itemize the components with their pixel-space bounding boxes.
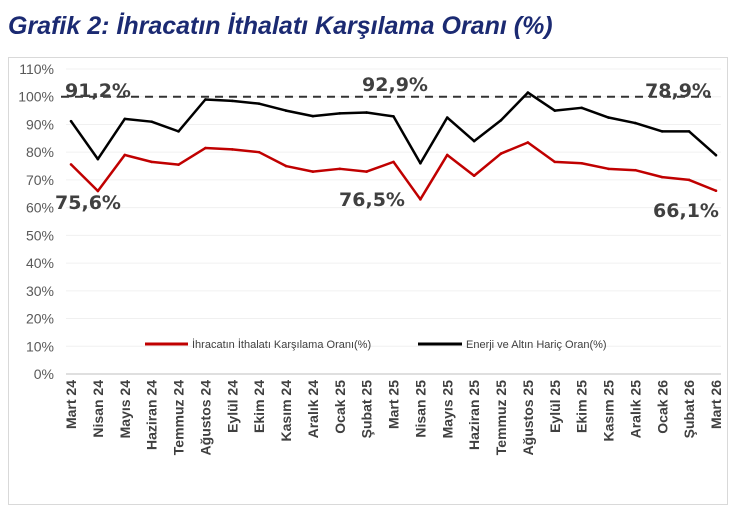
data-point — [660, 130, 664, 133]
x-tick-label: Ağustos 25 — [520, 380, 536, 456]
data-point — [687, 130, 691, 133]
y-tick-label: 30% — [26, 283, 54, 299]
x-tick-label: Mart 24 — [63, 380, 79, 429]
data-point — [365, 111, 368, 114]
data-point — [526, 91, 530, 94]
x-tick-label: Haziran 25 — [466, 380, 482, 450]
data-point — [284, 164, 288, 168]
data-point — [499, 118, 503, 122]
y-tick-label: 60% — [26, 200, 54, 216]
data-label: 75,6% — [55, 192, 121, 214]
data-point — [311, 170, 315, 173]
data-point — [230, 99, 234, 103]
x-tick-label: Mart 26 — [708, 380, 724, 429]
data-label: 91,2% — [65, 80, 131, 102]
data-point — [607, 116, 610, 119]
data-point — [553, 109, 557, 112]
x-tick-label: Aralık 24 — [305, 380, 321, 439]
data-point — [445, 116, 449, 119]
data-point — [257, 150, 261, 154]
data-point — [338, 112, 342, 115]
chart-title: Grafik 2: İhracatın İthalatı Karşılama O… — [8, 12, 553, 40]
data-point — [445, 153, 449, 157]
data-point — [580, 161, 583, 165]
x-tick-label: Temmuz 24 — [171, 380, 187, 455]
data-point — [150, 160, 153, 164]
data-point — [69, 119, 73, 123]
data-point — [69, 163, 73, 166]
y-tick-label: 40% — [26, 255, 54, 271]
data-point — [660, 175, 664, 179]
data-point — [499, 152, 503, 155]
data-point — [204, 98, 207, 101]
legend-label: Enerji ve Altın Hariç Oran(%) — [466, 339, 607, 351]
data-point — [338, 167, 342, 171]
data-point — [96, 157, 100, 161]
data-point — [123, 117, 127, 121]
data-point — [230, 148, 234, 151]
data-point — [311, 114, 315, 118]
data-point — [204, 146, 207, 150]
data-point — [392, 160, 395, 164]
chart-frame — [8, 57, 728, 505]
data-point — [714, 189, 718, 193]
data-label: 92,9% — [362, 74, 428, 96]
data-point — [392, 115, 395, 118]
data-point — [714, 153, 718, 157]
y-tick-label: 80% — [26, 144, 54, 160]
data-point — [284, 109, 288, 112]
data-point — [607, 167, 610, 171]
data-point — [150, 120, 153, 123]
x-tick-label: Ekim 24 — [251, 380, 267, 433]
data-point — [472, 174, 476, 178]
x-tick-label: Ekim 25 — [574, 380, 590, 433]
data-label: 78,9% — [645, 80, 711, 102]
data-label: 66,1% — [653, 200, 719, 222]
data-point — [419, 161, 422, 165]
x-tick-label: Haziran 24 — [144, 380, 160, 450]
y-tick-label: 0% — [34, 366, 54, 382]
legend-label: İhracatın İthalatı Karşılama Oranı(%) — [192, 338, 371, 351]
x-tick-label: Aralık 25 — [627, 380, 643, 439]
x-tick-label: Nisan 25 — [412, 380, 428, 438]
x-tick-label: Kasım 24 — [278, 380, 294, 442]
y-tick-label: 10% — [26, 338, 54, 354]
data-point — [580, 106, 583, 110]
data-point — [472, 139, 476, 143]
data-point — [419, 198, 422, 201]
data-point — [96, 189, 100, 193]
x-tick-label: Şubat 25 — [359, 380, 375, 439]
x-tick-label: Eylül 24 — [224, 380, 240, 433]
data-point — [365, 170, 368, 173]
x-tick-label: Mayıs 25 — [439, 380, 455, 439]
y-tick-label: 50% — [26, 227, 54, 243]
y-tick-label: 90% — [26, 116, 54, 132]
data-point — [257, 102, 261, 105]
data-label: 76,5% — [339, 189, 405, 211]
x-tick-label: Şubat 26 — [681, 380, 697, 439]
x-tick-label: Ağustos 24 — [197, 380, 213, 456]
y-tick-label: 110% — [19, 61, 54, 77]
x-tick-label: Temmuz 25 — [493, 380, 509, 455]
x-tick-label: Eylül 25 — [547, 380, 563, 433]
x-tick-label: Ocak 25 — [332, 380, 348, 434]
x-tick-label: Kasım 25 — [601, 380, 617, 442]
data-point — [687, 178, 691, 182]
data-point — [634, 168, 637, 172]
data-point — [177, 163, 180, 166]
data-point — [553, 160, 557, 164]
y-tick-label: 20% — [26, 311, 54, 327]
data-point — [177, 130, 180, 133]
data-point — [123, 153, 127, 157]
x-tick-label: Mart 25 — [386, 380, 402, 429]
x-tick-label: Mayıs 24 — [117, 380, 133, 439]
x-tick-label: Nisan 24 — [90, 380, 106, 438]
x-tick-label: Ocak 26 — [654, 380, 670, 434]
y-tick-label: 100% — [18, 89, 54, 105]
data-point — [526, 141, 530, 144]
data-point — [634, 121, 637, 125]
y-tick-label: 70% — [26, 172, 54, 188]
